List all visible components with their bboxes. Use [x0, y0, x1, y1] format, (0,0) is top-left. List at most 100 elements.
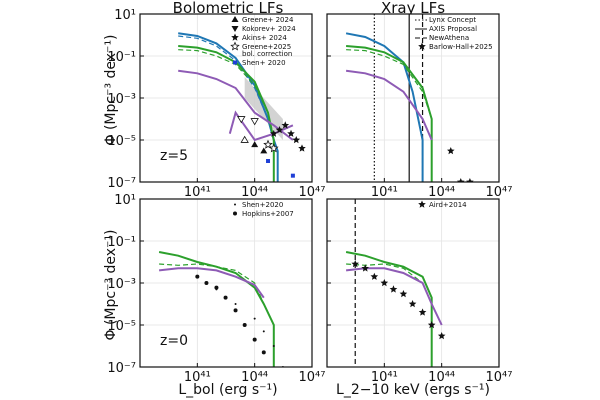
data-point-dot — [214, 285, 219, 290]
legend-label: Greene+ 2024 — [242, 16, 294, 24]
series-line-green — [158, 251, 275, 367]
xlabel-bolometric: L_bol (erg s⁻¹) — [178, 382, 277, 398]
data-point-star — [380, 279, 389, 287]
x-tick-label: 10⁴⁴ — [241, 370, 268, 385]
y-tick-label: 10¹ — [114, 8, 136, 23]
panel-xray-z0: 10⁴¹ 10⁴⁴ 10⁴⁷ Aird+2014 — [326, 198, 513, 385]
legend-label: Lynx Concept — [429, 16, 476, 24]
legend-marker — [234, 203, 236, 206]
data-point-square-blue — [290, 173, 295, 178]
legend-label: Aird+2014 — [429, 201, 467, 209]
data-point-dot — [252, 337, 257, 342]
data-point-star — [389, 285, 398, 293]
legend-label: Greene+2025 — [242, 43, 291, 51]
data-point-dot — [195, 274, 200, 279]
data-point-star — [408, 300, 417, 308]
series-line-purple — [178, 69, 294, 141]
legend-marker — [418, 42, 426, 50]
legend-label: Hopkins+2007 — [242, 210, 294, 218]
legend-marker — [233, 60, 237, 65]
series-line-green — [346, 263, 423, 284]
y-tick-label: 10⁻³ — [107, 277, 136, 292]
data-point-star — [361, 264, 369, 272]
x-tick-label: 10⁴⁷ — [486, 185, 513, 200]
data-point-triangle-open — [240, 135, 249, 143]
ylabel-bottom: Φ (Mpc⁻³ dex⁻¹) — [103, 229, 119, 340]
data-point-star — [447, 147, 455, 155]
data-point-dot-small — [215, 288, 218, 291]
legend-label: AXIS Proposal — [429, 25, 477, 33]
legend-marker — [230, 41, 240, 51]
panel-bolometric-z0: 10⁴¹ 10⁴⁴ 10⁴⁷ 10¹ 10⁻¹ 10⁻³ 10⁻⁵ 10⁻⁷ z=0 Shen+2… — [107, 193, 325, 385]
data-point-triangle-down-open — [250, 118, 259, 126]
data-point-dot — [261, 350, 266, 355]
series-line-green — [346, 49, 433, 120]
series-line-green — [159, 263, 265, 305]
data-point-star — [298, 144, 306, 152]
xlabel-xray: L_2−10 keV (ergs s⁻¹) — [336, 382, 490, 398]
redshift-annotation: z=0 — [160, 333, 188, 349]
title-xray: Xray LFs — [381, 0, 445, 17]
data-point-dot — [204, 281, 209, 285]
legend-label: Shen+2020 — [242, 201, 283, 209]
legend-marker — [231, 16, 239, 22]
ylabel-top: Φ (Mpc⁻³ dex⁻¹) — [103, 34, 119, 145]
series-line-green — [345, 251, 433, 367]
data-point-star — [351, 260, 359, 268]
y-tick-label: 10⁻⁵ — [107, 134, 136, 149]
y-tick-label: 10¹ — [114, 193, 136, 208]
legend-label: bol. correction — [242, 50, 292, 58]
data-point-dot-small — [272, 345, 275, 347]
legend-label: Shen+ 2020 — [242, 59, 286, 67]
y-tick-label: 10⁻⁷ — [107, 176, 136, 191]
y-tick-label: 10⁻⁵ — [107, 319, 136, 334]
data-point-dot — [233, 308, 238, 313]
legend-marker — [231, 33, 239, 41]
x-tick-label: 10⁴⁷ — [299, 185, 326, 200]
x-tick-label: 10⁴¹ — [184, 185, 211, 200]
legend: Aird+2014 — [418, 200, 467, 209]
data-point-star — [399, 290, 408, 298]
y-tick-label: 10⁻¹ — [107, 50, 136, 65]
plot-content — [345, 14, 474, 182]
x-tick-label: 10⁴⁴ — [241, 185, 268, 200]
legend-marker — [231, 26, 239, 32]
title-bolometric: Bolometric LFs — [173, 0, 284, 17]
data-point-star — [287, 129, 295, 137]
data-point-star — [457, 178, 465, 182]
plot-content — [158, 251, 284, 367]
x-tick-label: 10⁴¹ — [371, 370, 398, 385]
data-point-star — [418, 308, 427, 316]
data-point-dot-small — [234, 303, 237, 305]
data-point-star — [370, 272, 379, 280]
series-line-purple — [158, 267, 265, 299]
panel-bolometric-z5: 10⁴¹ 10⁴⁴ 10⁴⁷ 10¹ 10⁻¹ 10⁻³ 10⁻⁵ 10⁻⁷ z=5 Greene… — [107, 8, 325, 200]
data-point-triangle-down-open — [237, 116, 246, 124]
data-point-star — [275, 126, 284, 134]
data-point-star — [281, 121, 290, 129]
x-tick-label: 10⁴⁷ — [486, 370, 513, 385]
legend-label: Barlow-Hall+2025 — [429, 43, 493, 51]
data-point-triangle-up — [260, 147, 268, 154]
data-point-star — [437, 332, 446, 340]
data-point-star — [292, 136, 301, 144]
legend-label: Akins+ 2024 — [242, 34, 287, 42]
x-tick-label: 10⁴⁴ — [428, 185, 455, 200]
data-point-dot-small — [253, 317, 256, 320]
legend-label: NewAthena — [429, 34, 469, 42]
data-point-dot — [242, 323, 247, 327]
y-tick-label: 10⁻³ — [107, 92, 136, 107]
legend-marker — [233, 211, 237, 216]
data-point-dot — [223, 295, 228, 300]
x-tick-label: 10⁴¹ — [184, 370, 211, 385]
series-line-purple — [345, 69, 433, 141]
data-point-square-blue — [266, 159, 271, 163]
data-point-star — [427, 321, 436, 329]
data-point-triangle-up — [251, 141, 259, 148]
redshift-annotation: z=5 — [160, 148, 188, 164]
legend-label: Kokorev+ 2024 — [242, 25, 296, 33]
